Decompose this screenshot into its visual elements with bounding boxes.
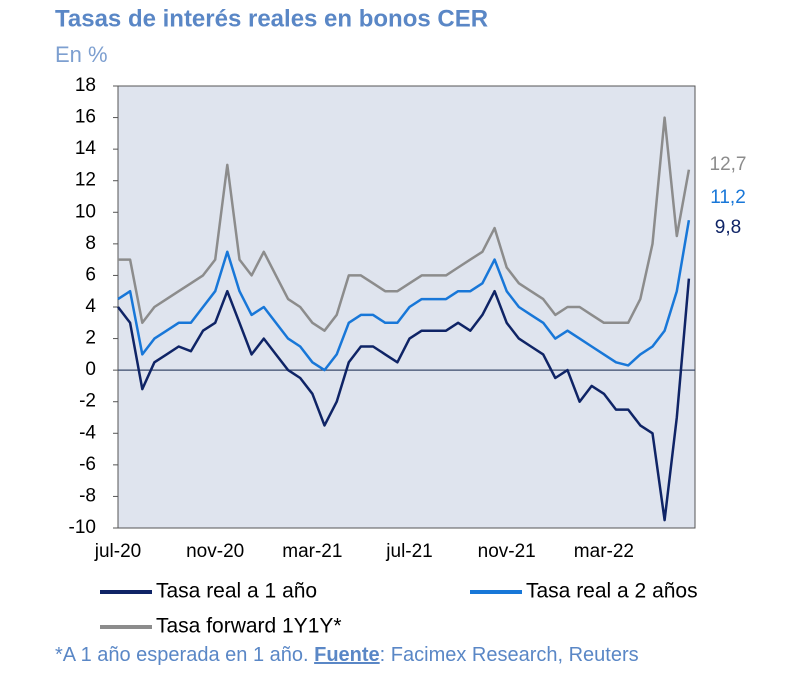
legend-label: Tasa forward 1Y1Y*	[156, 615, 342, 638]
chart-title: Tasas de interés reales en bonos CER	[55, 5, 488, 32]
y-tick-label: -10	[69, 517, 96, 538]
chart-subtitle: En %	[55, 42, 108, 67]
x-tick-label: mar-21	[282, 541, 342, 562]
y-tick-label: 12	[75, 170, 96, 191]
x-tick-label: jul-20	[94, 541, 141, 562]
y-tick-label: -8	[79, 485, 96, 506]
y-tick-label: 8	[85, 233, 96, 254]
series-line	[117, 219, 691, 372]
footnote-prefix: *A 1 año esperada en 1 año.	[55, 644, 314, 666]
y-tick-label: 0	[85, 359, 96, 380]
end-annotation: 9,8	[715, 217, 741, 238]
y-tick-label: 2	[85, 328, 96, 349]
y-tick-label: -6	[79, 454, 96, 475]
y-tick-label: 4	[85, 296, 96, 317]
end-annotation: 12,7	[710, 154, 747, 175]
x-tick-label: mar-22	[574, 541, 634, 562]
footnote: *A 1 año esperada en 1 año. Fuente: Faci…	[55, 644, 639, 666]
x-tick-label: nov-20	[186, 541, 244, 562]
series-line	[118, 116, 691, 332]
footnote-source-label: Fuente	[314, 644, 380, 666]
y-tick-label: -4	[79, 422, 96, 443]
y-tick-label: 10	[75, 201, 96, 222]
y-tick-label: 16	[75, 107, 96, 128]
y-tick-label: 14	[75, 138, 97, 159]
series-line	[117, 278, 691, 522]
footnote-rest: : Facimex Research, Reuters	[380, 644, 639, 666]
y-tick-label: 18	[75, 75, 96, 96]
x-tick-label: jul-21	[385, 541, 432, 562]
end-annotation: 11,2	[710, 187, 746, 208]
legend-label: Tasa real a 1 año	[156, 580, 317, 603]
y-tick-label: 6	[85, 264, 96, 285]
x-tick-label: nov-21	[478, 541, 536, 562]
y-tick-label: -2	[79, 391, 96, 412]
plot-area	[117, 85, 696, 529]
legend-label: Tasa real a 2 años	[526, 580, 698, 603]
